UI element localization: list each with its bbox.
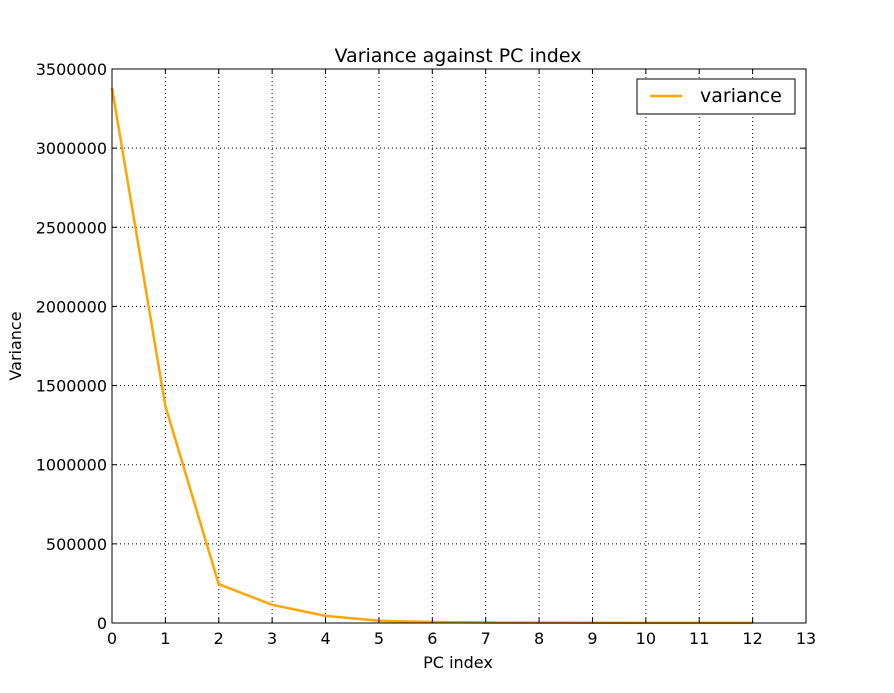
y-tick-label: 3000000 bbox=[36, 139, 107, 158]
x-tick-label: 9 bbox=[587, 629, 597, 648]
y-tick-label: 2500000 bbox=[36, 218, 107, 237]
x-tick-label: 11 bbox=[689, 629, 709, 648]
y-axis-label: Variance bbox=[6, 311, 25, 380]
grid-lines bbox=[112, 69, 806, 623]
x-tick-labels: 0 1 2 3 4 5 6 7 8 9 10 11 12 13 bbox=[107, 629, 816, 648]
x-tick-label: 0 bbox=[107, 629, 117, 648]
y-tick-label: 500000 bbox=[46, 535, 107, 554]
y-tick-label: 0 bbox=[97, 614, 107, 633]
x-tick-label: 6 bbox=[427, 629, 437, 648]
x-tick-label: 1 bbox=[160, 629, 170, 648]
x-tick-label: 4 bbox=[320, 629, 330, 648]
x-tick-label: 7 bbox=[481, 629, 491, 648]
x-tick-label: 13 bbox=[796, 629, 816, 648]
x-tick-label: 5 bbox=[374, 629, 384, 648]
y-tick-label: 2000000 bbox=[36, 297, 107, 316]
plot-area-frame bbox=[111, 68, 807, 624]
y-tick-label: 1500000 bbox=[36, 377, 107, 396]
x-tick-label: 8 bbox=[534, 629, 544, 648]
x-axis-label: PC index bbox=[423, 653, 493, 672]
x-tick-label: 2 bbox=[214, 629, 224, 648]
y-tick-label: 1000000 bbox=[36, 456, 107, 475]
legend-label-variance: variance bbox=[700, 85, 782, 107]
series-layer bbox=[110, 87, 753, 625]
y-tick-label: 3500000 bbox=[36, 60, 107, 79]
x-tick-label: 12 bbox=[742, 629, 762, 648]
x-tick-label: 3 bbox=[267, 629, 277, 648]
x-tick-label: 10 bbox=[636, 629, 656, 648]
chart-title: Variance against PC index bbox=[335, 45, 582, 67]
axis-ticks bbox=[111, 68, 807, 624]
legend: variance bbox=[636, 78, 796, 115]
y-tick-labels: 0 500000 1000000 1500000 2000000 2500000 30000… bbox=[36, 60, 107, 633]
series-line-variance bbox=[110, 87, 753, 625]
